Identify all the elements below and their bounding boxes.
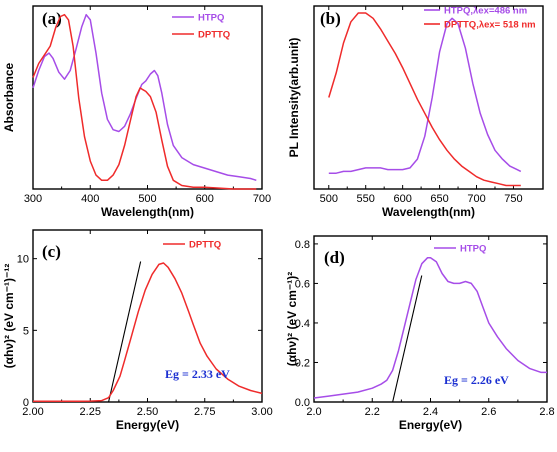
y-tick-label: 5 (23, 325, 29, 337)
x-tick-label: 2.0 (306, 406, 321, 418)
x-axis-label: Wavelength(nm) (101, 205, 194, 219)
tangent-fit-line (108, 261, 142, 403)
x-tick-label: 600 (393, 193, 411, 205)
x-axis-label: Energy(eV) (399, 418, 462, 432)
y-tick-label: 0.4 (295, 318, 310, 330)
series-line-htpq (328, 17, 522, 174)
x-tick-label: 400 (81, 193, 99, 205)
y-tick-label: 0.6 (295, 278, 310, 290)
x-axis-label: Energy(eV) (116, 418, 179, 432)
panel-c: 2.00 2.25 2.50 2.75 3.00 0 5 10 Energy(eV) (αhν)²… (2, 229, 273, 432)
series-line-dpttq (33, 262, 263, 403)
panel-label: (b) (320, 9, 341, 28)
series-line-dpttq (328, 12, 521, 187)
x-tick-label: 700 (467, 193, 485, 205)
y-axis-label: (αhν)² (eV cm⁻¹)⁻¹² (2, 264, 16, 369)
x-tick-label: 500 (320, 193, 338, 205)
y-tick-label: 0.8 (295, 239, 310, 251)
legend-label: DPTTQ (189, 240, 221, 251)
y-axis-label: Absorbance (2, 63, 16, 133)
y-tick-label: 10 (17, 254, 29, 266)
x-tick-label: 550 (357, 193, 375, 205)
series-line-htpq (32, 13, 257, 182)
x-tick-label: 2.8 (539, 406, 554, 418)
x-tick-label: 2.50 (137, 406, 158, 418)
plot-frame (313, 5, 544, 190)
panel-label: (d) (324, 248, 345, 267)
y-tick-label: 0 (23, 397, 29, 409)
y-axis-label: (αhν)² (eV cm⁻¹)² (285, 272, 299, 366)
panel-b: 500 550 600 650 700 750 Wavelength(nm) PL Inten… (287, 5, 544, 219)
x-tick-label: 750 (504, 193, 522, 205)
legend-label: HTPQ (198, 13, 224, 24)
legend-label: HTPQ (460, 244, 486, 255)
x-tick-label: 2.2 (365, 406, 380, 418)
x-tick-label: 3.00 (251, 406, 272, 418)
tangent-fit-line (392, 275, 423, 403)
panel-a: 300 400 500 600 700Wavelength(nm)Absorbance(… (2, 5, 271, 219)
series-line-dpttq (32, 13, 257, 190)
x-tick-label: 300 (24, 193, 42, 205)
x-tick-label: 2.75 (194, 406, 215, 418)
legend-label: DPTTQ (198, 30, 230, 41)
band-gap-annotation: Eg = 2.26 eV (444, 373, 509, 387)
x-tick-label: 2.25 (80, 406, 101, 418)
y-tick-label: 0.0 (295, 397, 310, 409)
x-tick-label: 700 (253, 193, 271, 205)
x-tick-label: 2.4 (423, 406, 438, 418)
x-tick-label: 2.6 (481, 406, 496, 418)
x-tick-label: 600 (196, 193, 214, 205)
plot-frame (313, 235, 548, 403)
legend-label: DPTTQ,λex= 518 nm (444, 20, 536, 31)
x-tick-label: 2.00 (22, 406, 43, 418)
series-line-htpq (313, 256, 547, 399)
y-axis-label: PL Intensity(arb.unit) (287, 38, 301, 158)
legend-label: HTPQ,λex=486 nm (444, 6, 527, 17)
x-tick-label: 500 (138, 193, 156, 205)
y-tick-label: 0.2 (295, 357, 310, 369)
x-tick-label: 650 (430, 193, 448, 205)
x-axis-label: Wavelength(nm) (382, 205, 475, 219)
panel-d: 2.0 2.2 2.4 2.6 2.8 0.0 0.2 0.4 0.6 0.8 Energy(eV)… (285, 235, 555, 432)
band-gap-annotation: Eg = 2.33 eV (165, 367, 230, 381)
panel-label: (c) (42, 242, 61, 261)
